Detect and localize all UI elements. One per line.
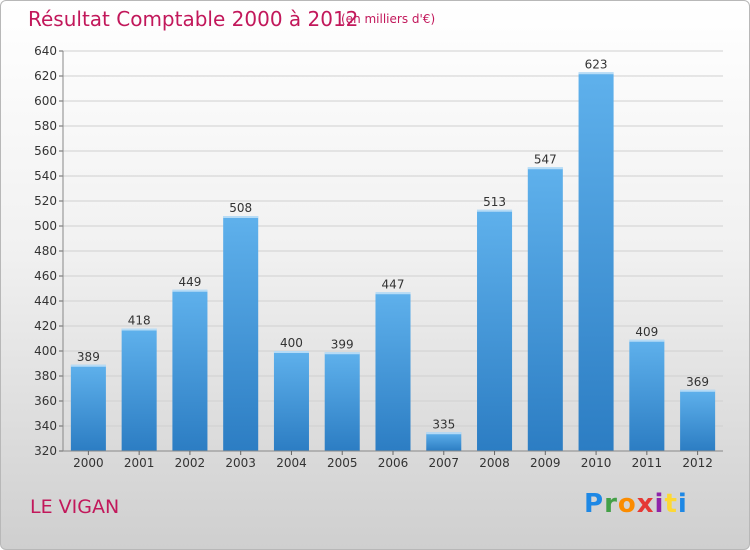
x-tick-label: 2007	[428, 456, 459, 470]
y-tick-label: 480	[34, 244, 57, 258]
x-tick-label: 2004	[276, 456, 307, 470]
bar-value-label: 389	[77, 350, 100, 364]
bar	[324, 352, 360, 451]
x-tick-label: 2011	[632, 456, 663, 470]
proxiti-logo: Proxiti	[584, 489, 688, 519]
bar-value-label: 418	[128, 314, 151, 328]
y-tick-label: 540	[34, 169, 57, 183]
bar-highlight	[273, 351, 309, 353]
bar-highlight	[680, 389, 716, 392]
y-tick-label: 580	[34, 119, 57, 133]
bar-value-label: 335	[432, 417, 455, 431]
bar-value-label: 508	[229, 201, 252, 215]
x-tick-label: 2008	[479, 456, 510, 470]
bar-value-label: 369	[686, 375, 709, 389]
bar-highlight	[629, 339, 665, 342]
x-tick-label: 2002	[175, 456, 206, 470]
bar-highlight	[324, 352, 360, 355]
x-tick-label: 2001	[124, 456, 155, 470]
chart-title: Résultat Comptable 2000 à 2012	[28, 7, 359, 31]
y-tick-label: 440	[34, 294, 57, 308]
y-tick-label: 500	[34, 219, 57, 233]
bar-highlight	[223, 216, 259, 218]
y-tick-label: 520	[34, 194, 57, 208]
x-tick-label: 2009	[530, 456, 561, 470]
y-tick-label: 460	[34, 269, 57, 283]
y-tick-label: 340	[34, 419, 57, 433]
bar-highlight	[172, 289, 208, 292]
y-tick-label: 620	[34, 69, 57, 83]
bar-value-label: 449	[178, 275, 201, 289]
x-tick-label: 2000	[73, 456, 104, 470]
chart-subtitle: (en milliers d'€)	[341, 12, 436, 26]
x-tick-label: 2003	[225, 456, 256, 470]
bar-highlight	[70, 364, 106, 367]
bar	[273, 351, 309, 451]
y-tick-label: 640	[34, 44, 57, 58]
bar-highlight	[121, 328, 157, 331]
y-tick-label: 380	[34, 369, 57, 383]
bar	[375, 292, 411, 451]
bar	[578, 72, 614, 451]
x-tick-label: 2010	[581, 456, 612, 470]
bar-value-label: 400	[280, 336, 303, 350]
bar	[223, 216, 259, 451]
bar-value-label: 547	[534, 152, 557, 166]
bar-value-label: 513	[483, 195, 506, 209]
x-tick-label: 2006	[378, 456, 409, 470]
x-tick-label: 2005	[327, 456, 358, 470]
bar	[629, 339, 665, 451]
bar	[70, 364, 106, 451]
bars: 389 418 449 508 400 399 447 335 513 547 623 409 369	[70, 57, 716, 451]
bar-highlight	[527, 167, 563, 170]
x-tick-label: 2012	[682, 456, 713, 470]
y-tick-label: 600	[34, 94, 57, 108]
commune-name: LE VIGAN	[30, 496, 120, 518]
bar	[527, 167, 563, 451]
y-tick-label: 420	[34, 319, 57, 333]
bar-value-label: 447	[382, 277, 405, 291]
bar	[172, 289, 208, 451]
y-tick-label: 320	[34, 444, 57, 458]
bar-value-label: 409	[635, 325, 658, 339]
bar-highlight	[578, 72, 614, 75]
bar	[680, 389, 716, 451]
bar	[426, 432, 462, 451]
bar-highlight	[477, 209, 513, 212]
bar-highlight	[426, 432, 462, 435]
y-tick-label: 360	[34, 394, 57, 408]
y-tick-label: 560	[34, 144, 57, 158]
axes: 320 340 360 380 400 420 440 460 480 500 520 540 560 5…	[34, 44, 723, 470]
bar-value-label: 399	[331, 337, 354, 351]
y-tick-label: 400	[34, 344, 57, 358]
bar-value-label: 623	[585, 57, 608, 71]
bar	[477, 209, 513, 451]
bar-highlight	[375, 292, 411, 295]
bar	[121, 328, 157, 451]
